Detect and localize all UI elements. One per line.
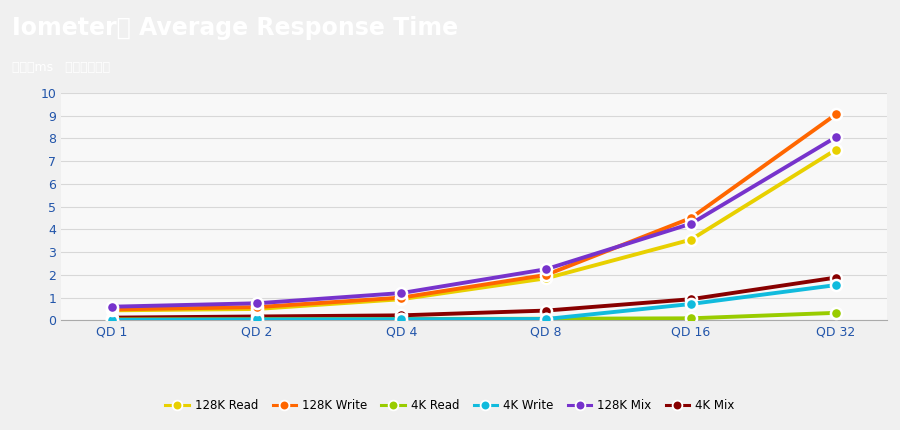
Legend: 128K Read, 128K Write, 4K Read, 4K Write, 128K Mix, 4K Mix: 128K Read, 128K Write, 4K Read, 4K Write…	[161, 394, 739, 417]
Text: 單位：ms   數値越小越好: 單位：ms 數値越小越好	[12, 61, 110, 74]
Text: Iometer： Average Response Time: Iometer： Average Response Time	[12, 15, 458, 40]
